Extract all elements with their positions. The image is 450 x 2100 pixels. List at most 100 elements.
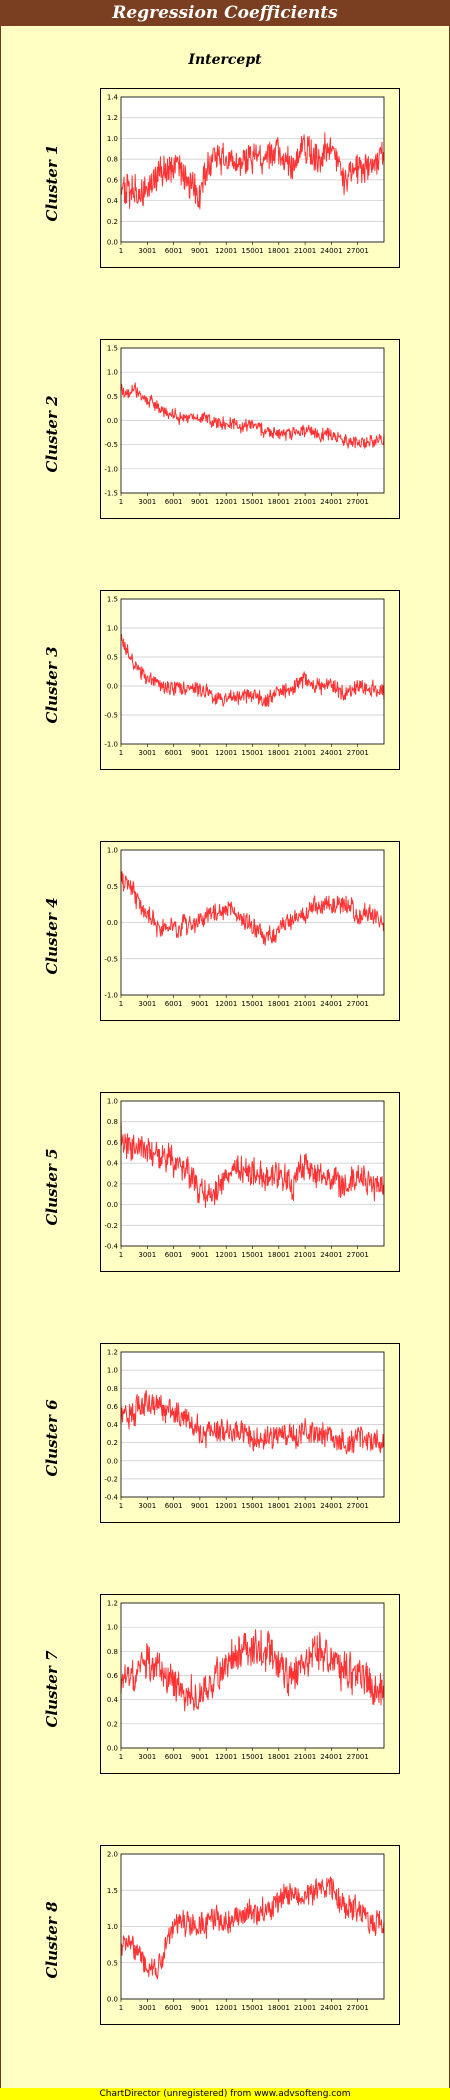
x-tick-label: 27001 [347, 1251, 369, 1259]
chart-panel: 0.0 0.2 0.4 0.6 0.8 1.0 1.2 1 3001 6001 9001 12001 1… [100, 1594, 400, 1774]
y-tick-label: 0.5 [107, 883, 118, 891]
y-tick-label: -0.5 [104, 712, 118, 720]
plot-border [120, 1853, 385, 2000]
x-tick-label: 6001 [165, 498, 183, 506]
x-tick-label: 15001 [241, 749, 263, 757]
cluster-label-text: Cluster 2 [43, 395, 61, 473]
y-tick-label: -0.4 [104, 1494, 118, 1502]
x-tick-label: 18001 [268, 1753, 290, 1761]
y-tick-label: 0.4 [107, 1696, 119, 1704]
y-tick-label: 0.8 [107, 1118, 118, 1126]
x-tick-label: 6001 [165, 749, 183, 757]
y-tick-label: 1.0 [107, 135, 118, 143]
x-tick-label: 12001 [215, 1753, 237, 1761]
series-line [120, 634, 385, 707]
y-tick-label: -0.2 [104, 1222, 118, 1230]
x-tick-label: 27001 [347, 749, 369, 757]
y-tick-label: 1.5 [107, 596, 118, 604]
x-tick-label: 6001 [165, 1753, 183, 1761]
x-tick-label: 15001 [241, 498, 263, 506]
y-tick-label: 0.2 [107, 1439, 118, 1447]
x-tick-label: 9001 [191, 498, 209, 506]
cluster-label-text: Cluster 6 [43, 1399, 61, 1477]
y-tick-label: 1.2 [107, 1349, 118, 1357]
x-tick-label: 18001 [268, 1502, 290, 1510]
y-tick-label: 0.6 [107, 176, 119, 184]
x-tick-label: 3001 [138, 247, 156, 255]
x-tick-label: 3001 [138, 1502, 156, 1510]
y-tick-label: -1.0 [104, 741, 118, 749]
y-tick-label: 0.8 [107, 1385, 118, 1393]
series-line [120, 871, 385, 946]
x-tick-label: 24001 [320, 1000, 342, 1008]
x-tick-label: 27001 [347, 1502, 369, 1510]
y-tick-label: 0.0 [107, 683, 118, 691]
chart-svg: 0.0 0.2 0.4 0.6 0.8 1.0 1.2 1.4 1 3001 6001 9001 120… [107, 94, 385, 255]
x-tick-label: 21001 [294, 749, 316, 757]
x-tick-label: 6001 [165, 1000, 183, 1008]
x-tick-label: 24001 [320, 749, 342, 757]
y-tick-label: 1.0 [107, 847, 118, 855]
x-tick-label: 1 [119, 1753, 123, 1761]
x-tick-label: 1 [119, 247, 123, 255]
x-tick-label: 9001 [191, 749, 209, 757]
y-tick-label: -1.5 [104, 490, 118, 498]
x-tick-label: 12001 [215, 498, 237, 506]
chart-svg: 0.0 0.5 1.0 1.5 2.0 1 3001 6001 9001 12001 15001 18… [107, 1851, 385, 2012]
x-tick-label: 18001 [268, 498, 290, 506]
y-tick-label: 0.5 [107, 654, 118, 662]
y-tick-label: 1.5 [107, 345, 118, 353]
plot-area [121, 599, 384, 744]
y-tick-label: 2.0 [107, 1851, 118, 1859]
x-tick-label: 12001 [215, 1502, 237, 1510]
chart-panel: 0.0 0.2 0.4 0.6 0.8 1.0 1.2 1.4 1 3001 6001 9001 120… [100, 88, 400, 268]
x-tick-label: 15001 [241, 247, 263, 255]
x-tick-label: 12001 [215, 1000, 237, 1008]
x-tick-label: 1 [119, 498, 123, 506]
y-tick-label: 0.0 [107, 1457, 118, 1465]
y-tick-label: -1.0 [104, 465, 118, 473]
chart-panel: -1.5 -1.0 -0.5 0.0 0.5 1.0 1.5 1 3001 6001 9001 120… [100, 339, 400, 519]
x-tick-label: 21001 [294, 1753, 316, 1761]
y-tick-label: -0.5 [104, 955, 118, 963]
x-tick-label: 9001 [191, 1000, 209, 1008]
x-tick-label: 27001 [347, 2004, 369, 2012]
chart-svg: -1.0 -0.5 0.0 0.5 1.0 1 3001 6001 9001 12001 15001… [104, 847, 385, 1008]
x-tick-label: 1 [119, 1251, 123, 1259]
plot-border [120, 96, 385, 243]
series-line [120, 132, 385, 210]
cluster-label-text: Cluster 1 [43, 144, 61, 222]
x-tick-label: 6001 [165, 247, 183, 255]
y-tick-label: 0.8 [107, 156, 118, 164]
y-tick-label: -0.5 [104, 441, 118, 449]
x-tick-label: 24001 [320, 247, 342, 255]
footer-credit: ChartDirector (unregistered) from www.ad… [0, 2088, 450, 2100]
chart-svg: 0.0 0.2 0.4 0.6 0.8 1.0 1.2 1 3001 6001 9001 12001 1… [107, 1600, 385, 1761]
x-tick-label: 9001 [191, 1251, 209, 1259]
y-tick-label: 1.0 [107, 1624, 118, 1632]
series-line [120, 1629, 385, 1712]
x-tick-label: 21001 [294, 2004, 316, 2012]
y-tick-label: 0.8 [107, 1648, 118, 1656]
x-tick-label: 24001 [320, 1753, 342, 1761]
y-tick-label: 0.4 [107, 1160, 119, 1168]
x-tick-label: 21001 [294, 1502, 316, 1510]
x-tick-label: 21001 [294, 247, 316, 255]
y-tick-label: 1.2 [107, 114, 118, 122]
y-tick-label: 1.0 [107, 625, 118, 633]
chart-subtitle: Intercept [188, 52, 262, 68]
y-tick-label: 0.0 [107, 1745, 118, 1753]
cluster-label-text: Cluster 7 [43, 1650, 61, 1728]
x-tick-label: 6001 [165, 1251, 183, 1259]
y-tick-label: 1.4 [107, 94, 119, 102]
chart-svg: -1.5 -1.0 -0.5 0.0 0.5 1.0 1.5 1 3001 6001 9001 120… [104, 345, 385, 506]
x-tick-label: 3001 [138, 749, 156, 757]
x-tick-label: 1 [119, 749, 123, 757]
chart-svg: -0.4 -0.2 0.0 0.2 0.4 0.6 0.8 1.0 1.2 1 3001 6001 90… [104, 1349, 385, 1510]
plot-border [120, 598, 385, 745]
page-title: Regression Coefficients [0, 0, 450, 26]
x-tick-label: 3001 [138, 1753, 156, 1761]
x-tick-label: 3001 [138, 1000, 156, 1008]
series-line [120, 1121, 385, 1208]
